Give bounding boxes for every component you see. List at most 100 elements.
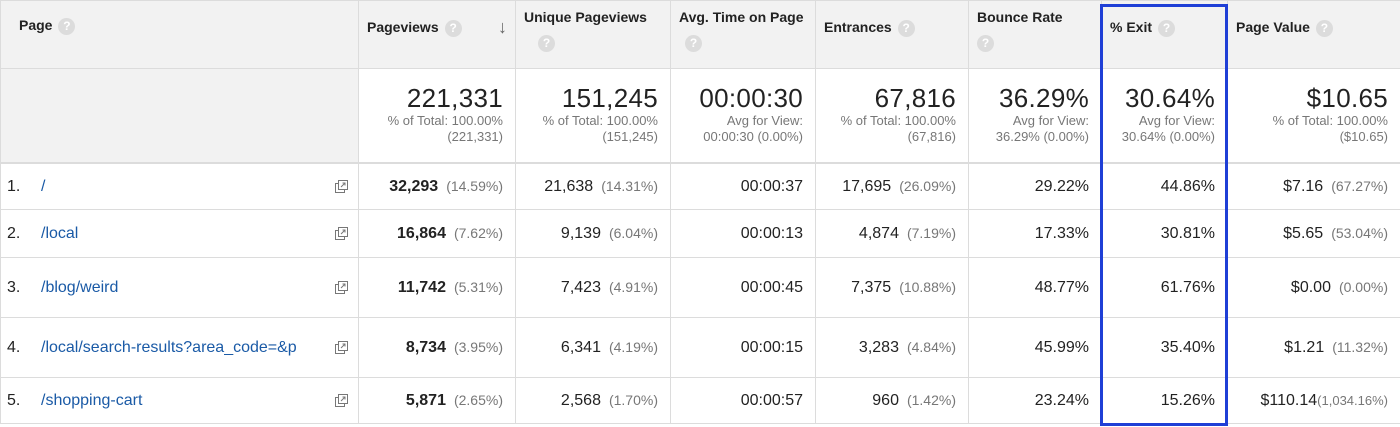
col-header-unique-pageviews[interactable]: Unique Pageviews? <box>515 0 671 69</box>
bounce-cell: 45.99% <box>968 317 1102 378</box>
total-sub: (221,331) <box>447 129 503 144</box>
col-header-page[interactable]: Page? <box>0 0 359 69</box>
avg-time-cell: 00:00:15 <box>670 317 816 378</box>
pageviews-pct: (14.59%) <box>446 177 503 194</box>
page-value: $0.00 <box>1290 278 1331 296</box>
col-label: Page Value <box>1236 19 1310 35</box>
page-cell: 1. / <box>0 163 359 210</box>
col-label: Entrances <box>824 19 892 35</box>
bounce-value: 23.24% <box>1034 391 1089 409</box>
entrances-cell: 960 (1.42%) <box>815 377 969 424</box>
total-sub: % of Total: 100.00% <box>387 113 503 128</box>
page-link[interactable]: /shopping-cart <box>41 391 143 409</box>
col-header-pageviews[interactable]: Pageviews? ↓ <box>358 0 516 69</box>
page-cell: 5. /shopping-cart <box>0 377 359 424</box>
page-link[interactable]: /local/search-results?area_code=&p <box>41 338 297 356</box>
help-icon[interactable]: ? <box>977 34 994 52</box>
unique-pct: (4.91%) <box>608 278 658 295</box>
entrances-pct: (10.88%) <box>899 278 956 295</box>
page-value-cell: $1.21 (11.32%) <box>1227 317 1400 378</box>
total-sub: (67,816) <box>907 129 956 144</box>
total-value: 221,331 <box>406 83 503 113</box>
page-value-pct: (53.04%) <box>1331 224 1388 241</box>
row-index: 5. <box>7 391 21 409</box>
pageviews-value: 16,864 <box>397 224 446 242</box>
col-header-bounce-rate[interactable]: Bounce Rate? <box>968 0 1102 69</box>
external-link-icon[interactable] <box>335 393 348 407</box>
avg-time-value: 00:00:15 <box>740 338 803 356</box>
pageviews-cell: 16,864 (7.62%) <box>358 209 516 258</box>
help-icon[interactable]: ? <box>1158 19 1176 37</box>
entrances-pct: (4.84%) <box>906 338 956 355</box>
exit-cell: 15.26% <box>1101 377 1228 424</box>
bounce-value: 48.77% <box>1034 278 1089 296</box>
pageviews-value: 32,293 <box>389 177 439 195</box>
page-value-cell: $5.65 (53.04%) <box>1227 209 1400 258</box>
pageviews-pct: (2.65%) <box>453 391 503 408</box>
total-exit: 30.64% Avg for View: 30.64% (0.00%) <box>1101 68 1228 163</box>
help-icon[interactable]: ? <box>685 34 702 52</box>
entrances-value: 7,375 <box>851 278 892 296</box>
unique-value: 21,638 <box>544 177 594 195</box>
total-sub: ($10.65) <box>1339 129 1388 144</box>
sort-arrow-down-icon[interactable]: ↓ <box>498 17 507 37</box>
exit-cell: 30.81% <box>1101 209 1228 258</box>
avg-time-value: 00:00:13 <box>740 224 803 242</box>
pageviews-value: 11,742 <box>397 278 446 296</box>
pageviews-pct: (7.62%) <box>453 224 503 241</box>
page-value-pct: (1,034.16%) <box>1317 392 1388 408</box>
total-sub: 30.64% (0.00%) <box>1121 129 1215 144</box>
col-header-exit[interactable]: % Exit? <box>1101 0 1228 69</box>
bounce-cell: 23.24% <box>968 377 1102 424</box>
page-value-cell: $7.16 (67.27%) <box>1227 163 1400 210</box>
page-link[interactable]: /local <box>41 224 79 242</box>
help-icon[interactable]: ? <box>1315 19 1333 37</box>
total-bounce-rate: 36.29% Avg for View: 36.29% (0.00%) <box>968 68 1102 163</box>
total-sub: % of Total: 100.00% <box>542 113 658 128</box>
help-icon[interactable]: ? <box>58 17 76 35</box>
avg-time-cell: 00:00:13 <box>670 209 816 258</box>
page-link[interactable]: /blog/weird <box>41 278 119 296</box>
help-icon[interactable]: ? <box>538 34 555 52</box>
page-value-pct: (0.00%) <box>1338 278 1388 295</box>
external-link-icon[interactable] <box>335 179 348 193</box>
help-icon[interactable]: ? <box>444 19 462 37</box>
entrances-pct: (26.09%) <box>899 177 956 194</box>
pageviews-cell: 8,734 (3.95%) <box>358 317 516 378</box>
entrances-value: 960 <box>872 391 899 409</box>
external-link-icon[interactable] <box>335 340 348 354</box>
external-link-icon[interactable] <box>335 226 348 240</box>
unique-value: 7,423 <box>560 278 601 296</box>
col-header-avg-time[interactable]: Avg. Time on Page? <box>670 0 816 69</box>
total-entrances: 67,816% of Total: 100.00% (67,816) <box>815 68 969 163</box>
unique-value: 9,139 <box>560 224 601 242</box>
exit-cell: 35.40% <box>1101 317 1228 378</box>
total-sub: 00:00:30 (0.00%) <box>703 129 803 144</box>
col-header-entrances[interactable]: Entrances? <box>815 0 969 69</box>
pageviews-value: 5,871 <box>405 391 446 409</box>
external-link-icon[interactable] <box>335 280 348 294</box>
page-value: $110.14 <box>1260 391 1318 409</box>
page-value: $1.21 <box>1284 338 1325 356</box>
col-header-page-value[interactable]: Page Value? <box>1227 0 1400 69</box>
page-link[interactable]: / <box>41 177 46 195</box>
unique-cell: 21,638 (14.31%) <box>515 163 671 210</box>
total-unique-pageviews: 151,245% of Total: 100.00% (151,245) <box>515 68 671 163</box>
unique-pct: (1.70%) <box>608 391 658 408</box>
pageviews-cell: 11,742 (5.31%) <box>358 257 516 318</box>
col-label: Pageviews <box>367 19 439 35</box>
exit-value: 15.26% <box>1160 391 1215 409</box>
total-value: 36.29% <box>999 83 1089 113</box>
avg-time-value: 00:00:37 <box>740 177 803 195</box>
bounce-cell: 17.33% <box>968 209 1102 258</box>
page-cell: 4. /local/search-results?area_code=&p <box>0 317 359 378</box>
totals-row: 221,331% of Total: 100.00% (221,331) 151,… <box>0 68 1400 163</box>
page-value: $5.65 <box>1283 224 1324 242</box>
bounce-cell: 29.22% <box>968 163 1102 210</box>
page-cell: 3. /blog/weird <box>0 257 359 318</box>
total-sub: Avg for View: <box>1012 113 1089 128</box>
total-sub: 36.29% (0.00%) <box>995 129 1089 144</box>
help-icon[interactable]: ? <box>897 19 915 37</box>
avg-time-cell: 00:00:45 <box>670 257 816 318</box>
